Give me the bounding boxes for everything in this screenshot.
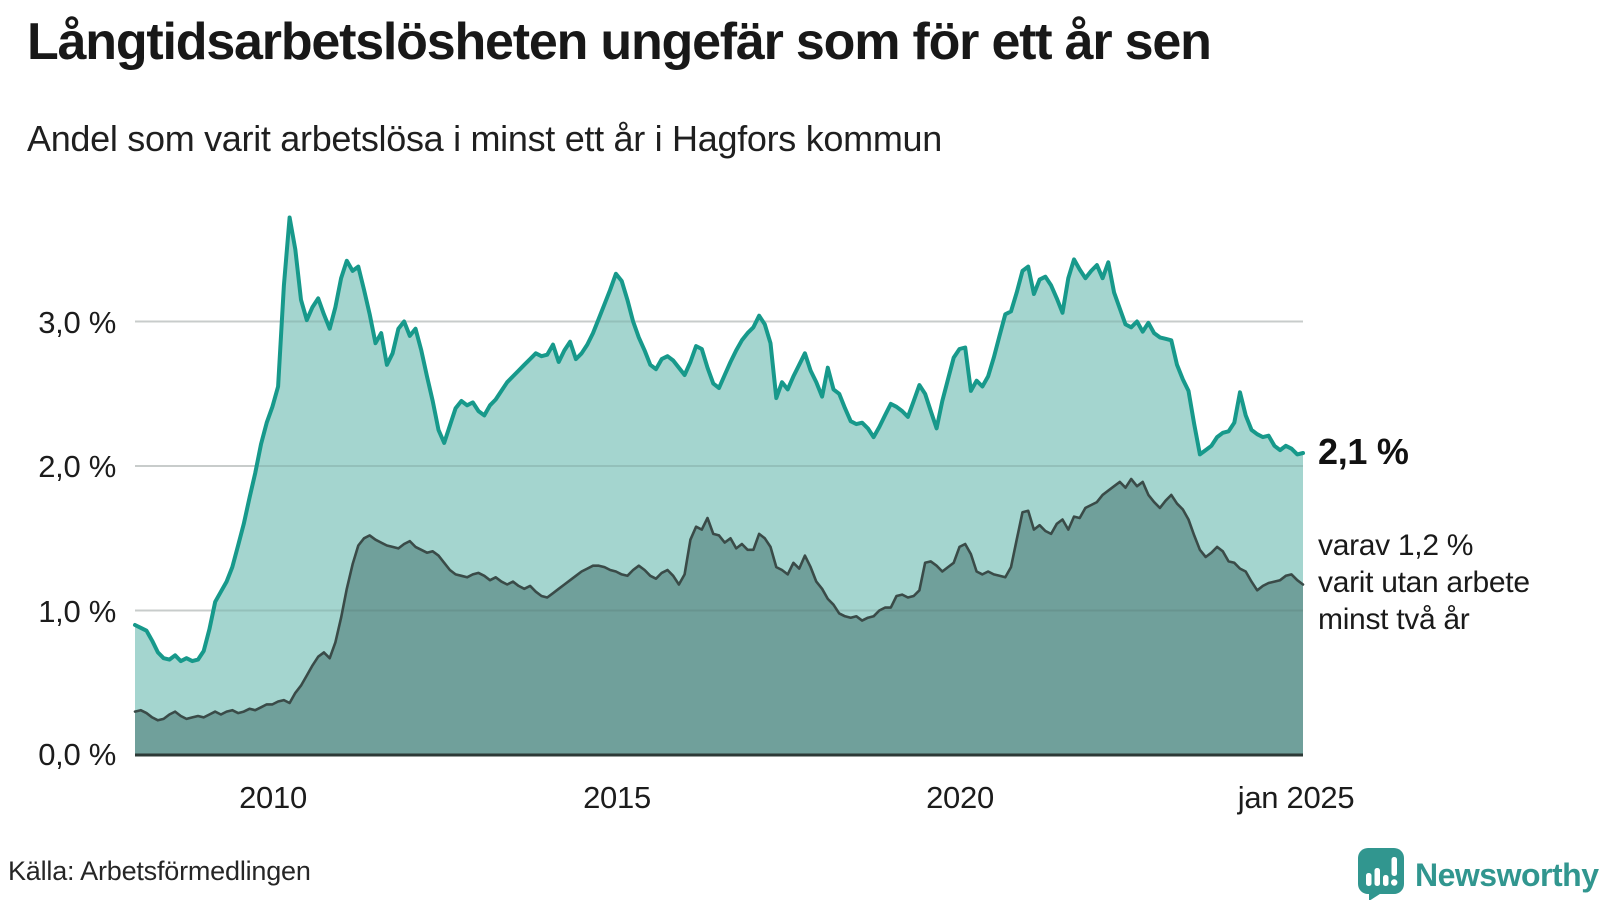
x-axis-tick: jan 2025 (1237, 780, 1355, 815)
newsworthy-wordmark: Newsworthy (1415, 856, 1599, 893)
newsworthy-logo: Newsworthy (1358, 848, 1599, 900)
x-axis-tick: 2015 (583, 780, 651, 815)
page-title: Långtidsarbetslösheten ungefär som för e… (27, 13, 1212, 71)
newsworthy-bubble-icon (1358, 848, 1404, 900)
y-axis-tick: 1,0 % (38, 594, 116, 629)
y-axis-tick: 3,0 % (38, 305, 116, 340)
source-note: Källa: Arbetsförmedlingen (8, 856, 311, 886)
latest-value-label: 2,1 % (1318, 431, 1409, 472)
y-axis-tick: 0,0 % (38, 737, 116, 772)
annotation-line: varav 1,2 % (1318, 529, 1474, 562)
annotation-line: varit utan arbete (1318, 566, 1530, 599)
page-subtitle: Andel som varit arbetslösa i minst ett å… (27, 118, 942, 159)
annotation-line: minst två år (1318, 603, 1470, 636)
x-axis-tick: 2010 (239, 780, 307, 815)
two-year-annotation: varav 1,2 % varit utan arbete minst två … (1318, 527, 1530, 638)
y-axis-tick: 2,0 % (38, 449, 116, 484)
x-axis-tick: 2020 (926, 780, 994, 815)
